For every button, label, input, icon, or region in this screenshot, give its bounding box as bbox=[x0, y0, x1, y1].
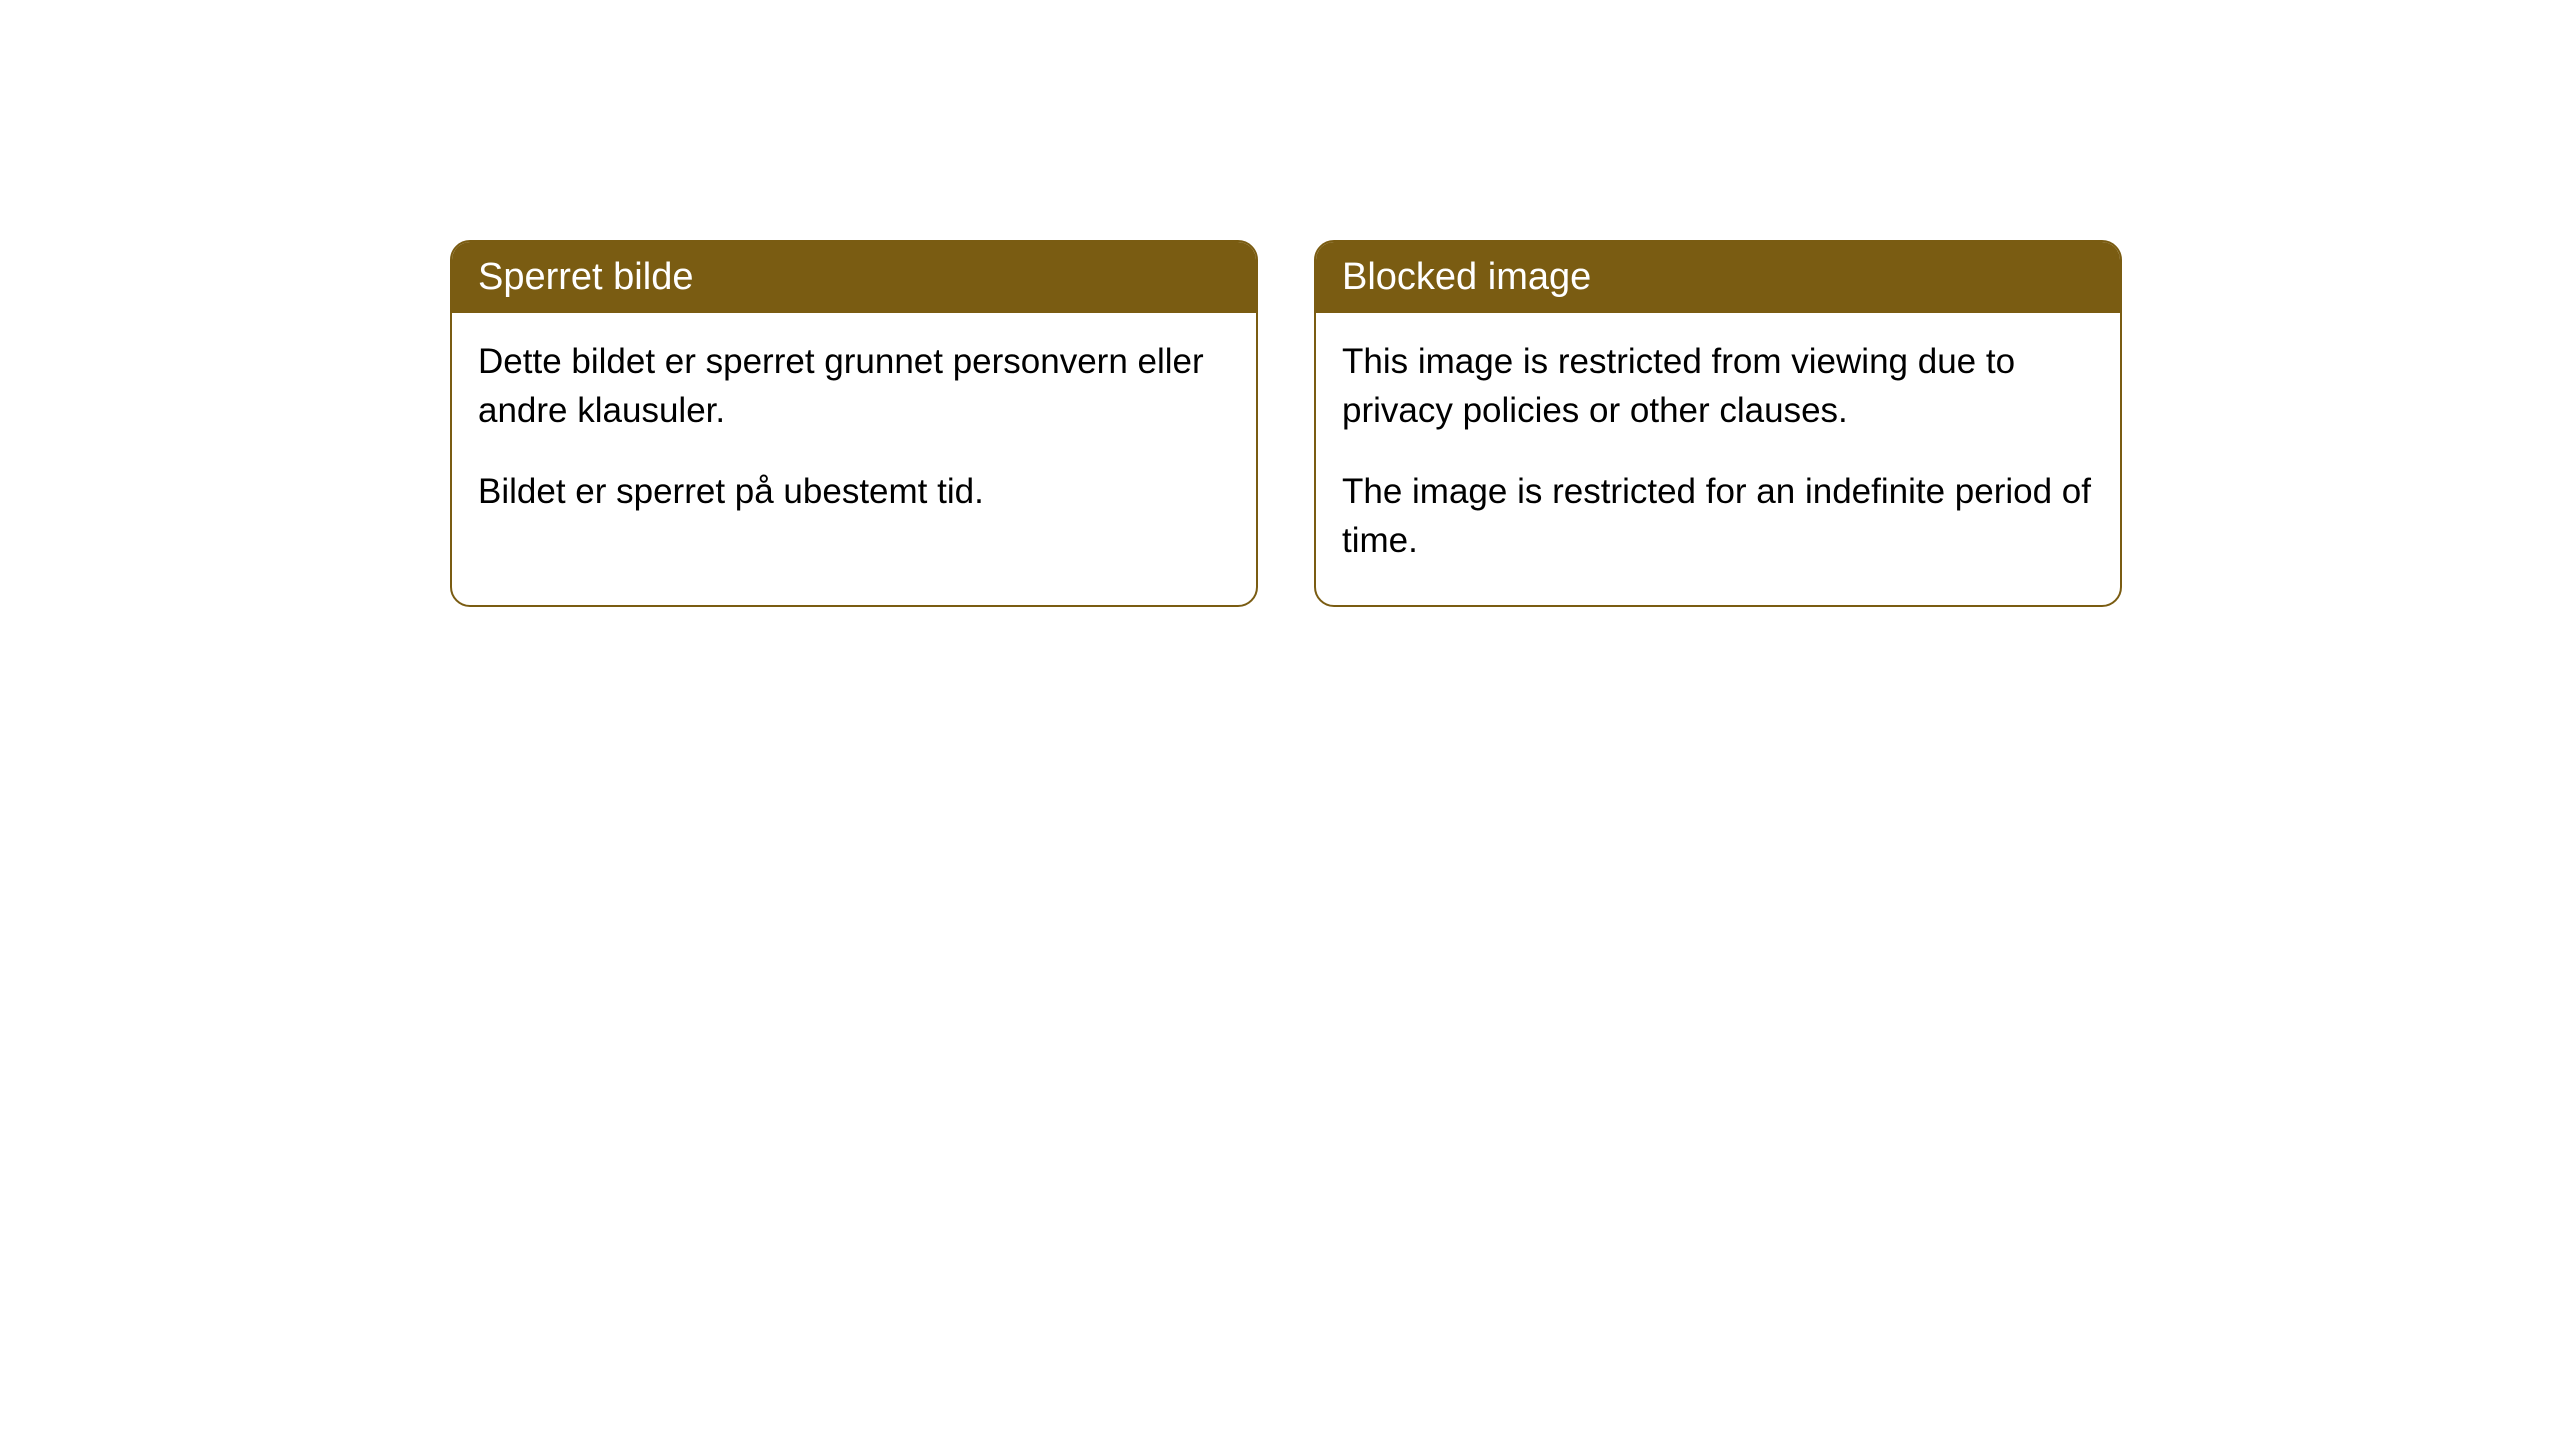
card-paragraph-1: This image is restricted from viewing du… bbox=[1342, 337, 2094, 435]
card-paragraph-1: Dette bildet er sperret grunnet personve… bbox=[478, 337, 1230, 435]
card-title: Sperret bilde bbox=[478, 256, 693, 298]
card-title: Blocked image bbox=[1342, 256, 1591, 298]
card-body-norwegian: Dette bildet er sperret grunnet personve… bbox=[452, 313, 1256, 556]
card-paragraph-2: Bildet er sperret på ubestemt tid. bbox=[478, 467, 1230, 516]
card-body-english: This image is restricted from viewing du… bbox=[1316, 313, 2120, 605]
card-header-norwegian: Sperret bilde bbox=[452, 242, 1256, 313]
card-paragraph-2: The image is restricted for an indefinit… bbox=[1342, 467, 2094, 565]
notice-card-english: Blocked image This image is restricted f… bbox=[1314, 240, 2122, 607]
card-header-english: Blocked image bbox=[1316, 242, 2120, 313]
notice-card-norwegian: Sperret bilde Dette bildet er sperret gr… bbox=[450, 240, 1258, 607]
notice-cards-container: Sperret bilde Dette bildet er sperret gr… bbox=[450, 240, 2122, 607]
